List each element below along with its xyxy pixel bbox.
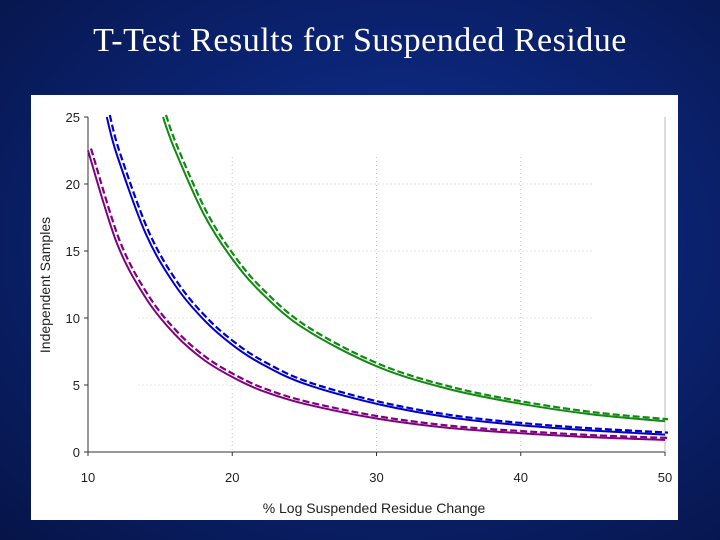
tick-labels: 10 20 30 40 50 0 5 10 15 20 25	[66, 110, 673, 485]
x-axis-title: % Log Suspended Residue Change	[263, 500, 486, 516]
y-tick-label-0: 0	[73, 445, 80, 460]
series-dashed-line-1	[108, 114, 669, 434]
series-line-0	[87, 150, 666, 441]
y-tick-label-3: 15	[66, 244, 80, 259]
x-tick-label-4: 50	[658, 470, 672, 485]
series-dashed-line-2	[164, 114, 669, 421]
y-tick-label-2: 10	[66, 311, 80, 326]
series-line-1	[105, 116, 666, 436]
y-axis-title: Independent Samples	[37, 217, 53, 353]
axes	[84, 116, 666, 456]
x-tick-label-2: 30	[369, 470, 383, 485]
x-tick-label-3: 40	[514, 470, 528, 485]
chart-panel: 10 20 30 40 50 0 5 10 15 20 25 % Log Suspended Res…	[31, 95, 678, 520]
line-chart: 10 20 30 40 50 0 5 10 15 20 25 % Log Suspended Res…	[37, 110, 673, 516]
x-tick-label-0: 10	[81, 470, 95, 485]
series-dashed-line-0	[89, 148, 669, 439]
grid-lines	[138, 157, 593, 452]
y-tick-label-4: 20	[66, 177, 80, 192]
x-tick-label-1: 20	[225, 470, 239, 485]
y-tick-label-1: 5	[73, 378, 80, 393]
y-tick-label-5: 25	[66, 110, 80, 125]
series-lines	[87, 114, 669, 441]
series-line-2	[162, 116, 666, 423]
slide-title: T-Test Results for Suspended Residue	[93, 22, 627, 59]
